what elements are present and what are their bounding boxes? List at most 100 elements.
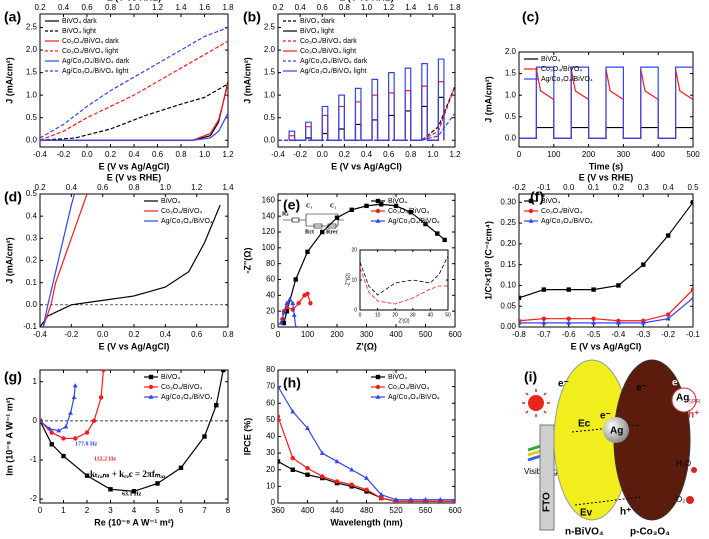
panel-label: (d) [4, 189, 22, 205]
x2-tick-label: 0.3 [638, 183, 650, 192]
marker [641, 262, 646, 267]
marker [308, 301, 313, 306]
bivo4-label: n-BiVO₄ [565, 527, 604, 538]
series-line [42, 194, 76, 327]
marker [320, 229, 325, 235]
x2-tick-label: -0.1 [537, 183, 551, 192]
annotation: Rrec [326, 229, 339, 235]
panel-label: (f) [530, 189, 544, 205]
series-line [519, 289, 693, 322]
y-tick-label: 40 [266, 432, 275, 441]
legend-label: BiVO₄ [541, 198, 560, 205]
band-edge [574, 496, 641, 506]
x-tick-label: 0 [517, 150, 522, 159]
marker [319, 450, 325, 455]
x-tick-label: -0.1 [686, 330, 700, 339]
legend-label: BiVO₄ [161, 198, 180, 205]
y-axis-title: J (mA/cm²) [4, 237, 14, 284]
x-tick-label: -0.4 [271, 150, 285, 159]
x2-tick-label: 1.6 [199, 3, 211, 12]
y-tick-label: 20 [351, 247, 357, 253]
x2-tick-label: 0.8 [128, 183, 140, 192]
hole: h⁺ [620, 507, 631, 518]
y-tick-label: 0.4 [26, 211, 38, 220]
legend-label: BiVO₄ light [300, 28, 334, 35]
marker [364, 475, 369, 480]
series-line [40, 385, 76, 432]
series-line [278, 460, 455, 502]
y-axis-title: J (mA/cm²) [483, 76, 493, 123]
legend-label: Ag/Co₃O₄/BiVO₄ dark [62, 58, 130, 65]
annotation: 63.1 Hz [122, 491, 142, 497]
marker [349, 482, 354, 487]
legend-label: Co₃O₄/BiVO₄ [388, 384, 429, 391]
x-tick-label: 3 [108, 506, 113, 515]
x-axis-title: E (V vs Ag/AgCl) [99, 161, 170, 171]
x2-tick-label: 1.6 [427, 3, 439, 12]
marker [63, 424, 69, 429]
plot-area [40, 26, 228, 141]
plot-area [360, 255, 448, 305]
marker [375, 394, 381, 399]
x2-tick-label: 0.0 [563, 183, 575, 192]
legend-label: Co₃O₄/BiVO₄ [161, 208, 202, 215]
y-tick-label: 0 [271, 322, 276, 331]
electron: e⁻ [636, 383, 647, 394]
legend: BiVO₄ Co₃O₄/BiVO₄ Ag/Co₃O₄/BiVO₄ [371, 198, 440, 225]
x-tick-label: -0.2 [293, 150, 307, 159]
x-tick-label: 0.6 [152, 150, 164, 159]
x2-tick-label: 1.2 [191, 183, 203, 192]
x2-tick-label: 1.0 [361, 3, 373, 12]
y-tick-label: 1.0 [505, 90, 517, 99]
x-tick-label: 300 [360, 330, 374, 339]
ev-label: Ev [580, 508, 593, 519]
x2-axis-title: E (V vs RHE) [107, 172, 162, 182]
y-tick-label: 0.0 [264, 135, 276, 144]
y-tick-label: 20 [266, 465, 275, 474]
legend-label: Ag/Co₃O₄/BiVO₄ [161, 394, 213, 401]
fto [539, 424, 555, 531]
marker [101, 370, 106, 373]
x-axis-title: Re (10⁻⁸ A W⁻¹ m²) [94, 517, 174, 527]
y-tick-label: 50 [266, 415, 275, 424]
marker [375, 208, 381, 214]
y-tick-label: 0.0 [26, 135, 38, 144]
annotation: 177.8 Hz [75, 441, 98, 447]
marker [423, 221, 428, 227]
x-tick-label: -0.7 [537, 330, 551, 339]
marker [284, 300, 290, 306]
legend-label: BiVO₄ [388, 198, 407, 205]
marker [393, 203, 399, 209]
x-tick-label: 0.0 [81, 150, 93, 159]
y-tick-label: 0 [354, 307, 357, 313]
marker [665, 312, 671, 317]
x2-tick-label: -0.2 [512, 183, 526, 192]
x2-tick-label: 0.6 [317, 3, 329, 12]
panel-label: (h) [283, 375, 301, 391]
band-edge [571, 424, 641, 433]
marker [91, 418, 97, 424]
x2-tick-label: 0.4 [295, 3, 307, 12]
marker [566, 320, 572, 325]
x-axis-title: E (V vs Ag/AgCl) [331, 161, 402, 171]
marker [566, 287, 571, 292]
y-tick-label: 30 [266, 448, 275, 457]
marker [541, 287, 547, 292]
marker [442, 237, 447, 243]
y-axis-title: J (mA/cm²) [242, 57, 252, 104]
x2-tick-label: 1.4 [405, 3, 417, 12]
y-tick-label: 2.0 [264, 45, 276, 54]
marker [293, 277, 298, 282]
h2o-label: H₂O [676, 459, 691, 468]
marker [71, 394, 77, 400]
ag-label: Ag [610, 426, 623, 437]
series-line [288, 81, 445, 141]
marker [375, 384, 381, 390]
fto-label: FTO [542, 492, 553, 512]
electron: e⁻ [672, 378, 683, 389]
marker [408, 497, 414, 502]
annotation: C₂ [330, 203, 336, 209]
marker [452, 497, 455, 502]
y-tick-label: 0.0 [505, 133, 517, 142]
electron: e⁻ [558, 379, 569, 390]
